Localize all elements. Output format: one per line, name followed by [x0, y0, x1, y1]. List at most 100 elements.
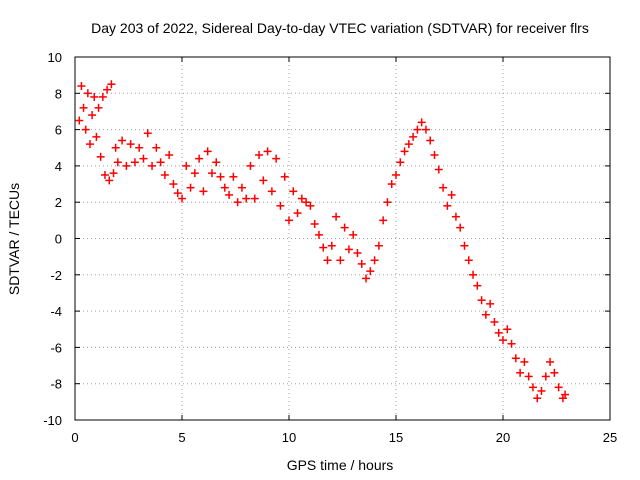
data-point	[77, 82, 86, 91]
data-point	[537, 386, 546, 395]
data-point	[516, 368, 525, 377]
data-point	[88, 111, 97, 120]
y-tick-label: -10	[43, 413, 62, 428]
data-point	[135, 143, 144, 152]
axis-ticks	[74, 56, 611, 421]
data-point	[297, 194, 306, 203]
data-point	[357, 259, 366, 268]
y-tick-label: -4	[50, 304, 62, 319]
data-point	[404, 140, 413, 149]
data-point	[561, 390, 570, 399]
data-point	[374, 241, 383, 250]
data-point	[362, 274, 371, 283]
data-point	[207, 169, 216, 178]
data-point	[464, 256, 473, 265]
data-point	[383, 198, 392, 207]
data-point	[246, 161, 255, 170]
grid-lines	[75, 57, 610, 420]
data-point	[100, 170, 109, 179]
data-point	[392, 170, 400, 179]
data-point	[148, 161, 157, 170]
data-point	[90, 92, 99, 101]
x-tick-labels: 0 5 10 15 20 25	[71, 430, 617, 445]
data-point	[353, 249, 362, 258]
data-point	[289, 187, 298, 196]
data-point	[520, 357, 529, 366]
data-point	[443, 201, 452, 210]
data-point	[199, 187, 208, 196]
data-point	[98, 92, 107, 101]
y-tick-label: 4	[55, 159, 62, 174]
x-axis-label: GPS time / hours	[287, 457, 394, 473]
data-point	[156, 158, 165, 167]
data-point	[216, 172, 225, 181]
data-point	[417, 118, 426, 127]
data-point	[173, 189, 182, 198]
data-point	[554, 383, 563, 392]
data-point	[178, 194, 186, 203]
y-tick-label: 6	[55, 123, 62, 138]
data-point	[460, 241, 469, 250]
data-point	[528, 383, 537, 392]
data-point	[430, 151, 439, 160]
data-point	[473, 281, 482, 290]
data-point	[434, 165, 443, 174]
data-point	[370, 256, 379, 265]
data-point	[272, 154, 281, 163]
data-point	[541, 372, 550, 381]
data-point	[139, 154, 148, 163]
x-tick-label: 25	[603, 430, 617, 445]
data-point	[92, 132, 101, 141]
data-point	[499, 336, 507, 345]
data-point	[229, 172, 238, 181]
data-point	[81, 125, 90, 134]
data-point	[486, 299, 495, 308]
data-point	[83, 89, 92, 98]
x-tick-label: 10	[282, 430, 296, 445]
data-point	[400, 147, 409, 156]
y-tick-label: -6	[50, 340, 62, 355]
data-point	[182, 161, 191, 170]
data-point	[190, 169, 199, 178]
data-point	[327, 241, 336, 250]
data-point	[109, 169, 118, 178]
data-point	[285, 216, 293, 225]
data-point	[169, 180, 178, 189]
data-point	[323, 256, 332, 265]
data-point	[107, 80, 116, 89]
data-point	[79, 103, 88, 112]
data-point	[94, 103, 103, 112]
data-point	[306, 201, 315, 210]
data-point	[126, 140, 135, 149]
data-point	[447, 190, 456, 199]
data-point	[250, 194, 259, 203]
data-point	[85, 140, 94, 149]
chart-title: Day 203 of 2022, Sidereal Day-to-day VTE…	[91, 20, 589, 36]
data-point	[503, 325, 512, 334]
data-point	[276, 201, 285, 210]
data-point	[233, 198, 242, 207]
data-point	[507, 339, 516, 348]
x-tick-label: 15	[389, 430, 403, 445]
data-point	[451, 212, 460, 221]
data-point	[550, 368, 559, 377]
data-point	[533, 394, 542, 403]
data-point	[456, 223, 465, 232]
data-point	[490, 317, 499, 326]
data-point	[195, 154, 204, 163]
data-point	[122, 161, 131, 170]
data-point	[143, 129, 152, 138]
data-point	[259, 176, 268, 185]
data-point	[524, 372, 533, 381]
data-point	[396, 158, 405, 167]
data-point	[469, 270, 478, 279]
data-point	[263, 147, 272, 156]
x-tick-label: 20	[496, 430, 510, 445]
data-point	[546, 357, 555, 366]
data-point	[225, 190, 234, 199]
data-point	[96, 152, 105, 161]
y-tick-label: 10	[48, 50, 62, 65]
data-point	[314, 230, 323, 239]
data-point	[152, 143, 161, 152]
data-point	[387, 180, 396, 189]
